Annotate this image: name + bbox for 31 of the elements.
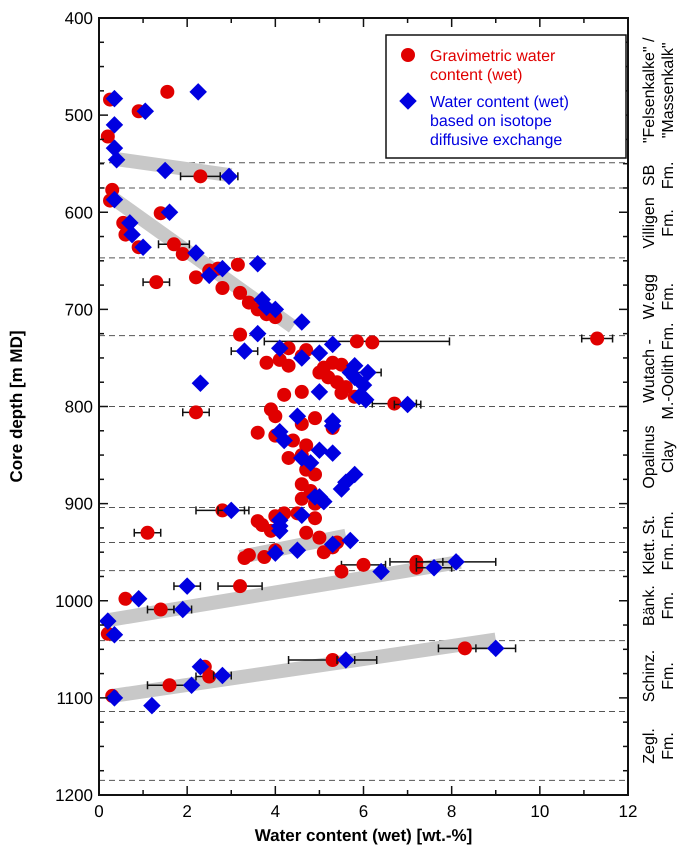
x-axis-title: Water content (wet) [wt.-%]: [254, 826, 472, 845]
text: Opalinus Clay: [641, 425, 677, 489]
text: Zegl. Fm.: [641, 728, 677, 764]
x-tick-label: 2: [182, 802, 192, 821]
y-tick-label: 900: [64, 494, 93, 514]
text: St. Fm.: [641, 511, 677, 539]
x-tick-label: 6: [358, 802, 368, 821]
y-tick-label: 500: [64, 106, 93, 126]
y-tick-label: 700: [64, 300, 93, 320]
y-tick-label: 800: [64, 398, 93, 416]
y-tick-label: 1100: [56, 688, 93, 708]
text: Villigen Fm.: [641, 197, 677, 249]
text: Bänk. Fm.: [641, 585, 677, 626]
x-tick-label: 10: [530, 802, 550, 821]
text: "Felsenkalke" / "Massenkalk": [641, 36, 677, 144]
legend-label: Gravimetric water content (wet): [430, 48, 556, 84]
y-tick-label: 1000: [55, 592, 93, 611]
y-tick-label: 400: [64, 9, 93, 28]
text: Wutach - M.-Oolith Fm.: [641, 322, 677, 420]
x-tick-label: 0: [94, 802, 104, 821]
text: Klett. Fm.: [641, 538, 677, 575]
x-tick-label: 12: [618, 802, 638, 821]
text: Schinz. Fm.: [641, 650, 677, 702]
y-axis-title: Core depth [m MD]: [7, 330, 26, 483]
legend-label: Water content (wet) based on isotope diffusive exchange: [430, 94, 570, 149]
x-tick-label: 8: [446, 802, 456, 821]
y-tick-label: 1200: [55, 786, 93, 805]
text: W.egg Fm.: [641, 274, 677, 320]
text: SB Fm.: [641, 162, 677, 190]
y-tick-label: 600: [64, 203, 93, 222]
x-tick-label: 4: [270, 802, 280, 821]
